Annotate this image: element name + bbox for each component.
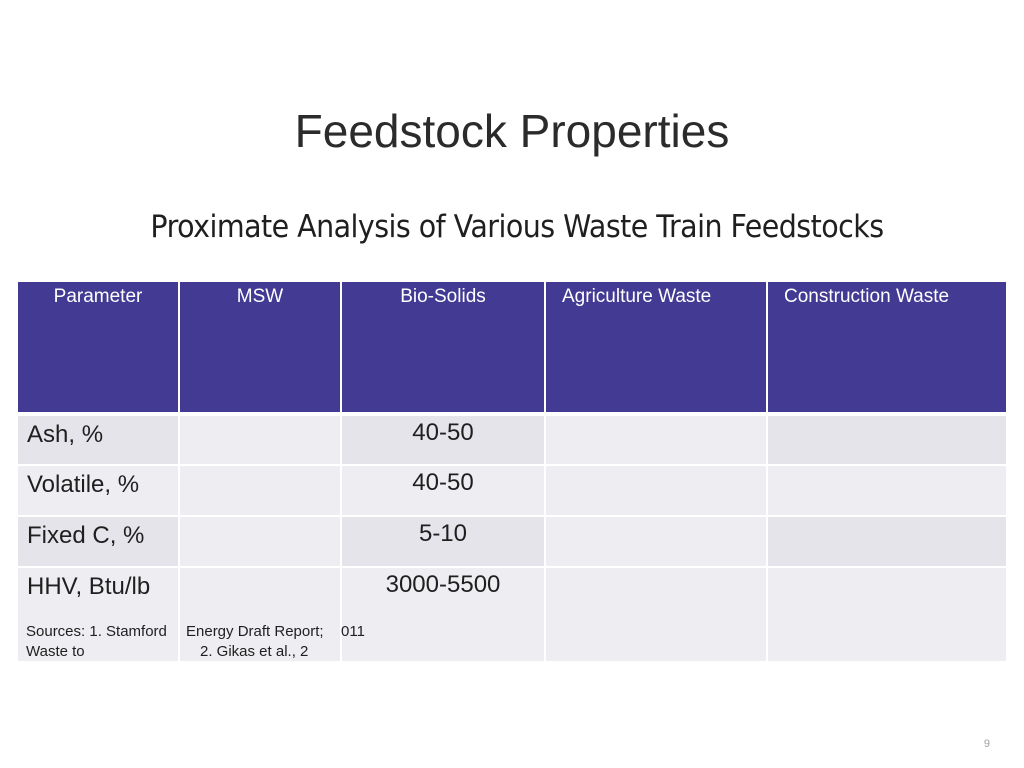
header-construction-waste: Construction Waste xyxy=(768,282,1006,412)
slide-subtitle: Proximate Analysis of Various Waste Trai… xyxy=(150,209,884,245)
row-hhv-agriculture xyxy=(546,568,766,661)
row-volatile-bio-solids: 40-50 xyxy=(342,466,544,515)
row-hhv-label: HHV, Btu/lb xyxy=(18,568,178,661)
feedstock-table: Parameter MSW Bio-Solids Agriculture Was… xyxy=(18,282,1006,662)
header-bio-solids: Bio-Solids xyxy=(342,282,544,412)
header-msw: MSW xyxy=(180,282,340,412)
row-fixed-c-msw xyxy=(180,517,340,566)
row-fixed-c-agriculture xyxy=(546,517,766,566)
row-fixed-c-label: Fixed C, % xyxy=(18,517,178,566)
sources-line2-part1: Waste to xyxy=(26,643,85,660)
row-volatile-construction xyxy=(768,466,1006,515)
row-hhv-msw xyxy=(180,568,340,661)
row-hhv-bio-solids: 3000-5500 xyxy=(342,568,544,661)
sources-line2-part2: 2. Gikas et al., 2 xyxy=(200,643,309,660)
row-ash-agriculture xyxy=(546,416,766,464)
sources-line1-part2: Energy Draft Report; xyxy=(186,623,324,640)
row-ash-construction xyxy=(768,416,1006,464)
row-fixed-c-bio-solids: 5-10 xyxy=(342,517,544,566)
sources-line1-part3: 011 xyxy=(341,623,365,640)
header-agriculture-waste: Agriculture Waste xyxy=(546,282,766,412)
row-volatile-agriculture xyxy=(546,466,766,515)
header-parameter: Parameter xyxy=(18,282,178,412)
row-ash-bio-solids: 40-50 xyxy=(342,416,544,464)
row-fixed-c-construction xyxy=(768,517,1006,566)
row-volatile-msw xyxy=(180,466,340,515)
row-hhv-construction xyxy=(768,568,1006,661)
row-volatile-label: Volatile, % xyxy=(18,466,178,515)
row-ash-label: Ash, % xyxy=(18,416,178,464)
page-number: 9 xyxy=(983,738,990,750)
row-ash-msw xyxy=(180,416,340,464)
sources-line1-part1: Sources: 1. Stamford xyxy=(26,623,167,640)
slide-title: Feedstock Properties xyxy=(294,105,730,157)
